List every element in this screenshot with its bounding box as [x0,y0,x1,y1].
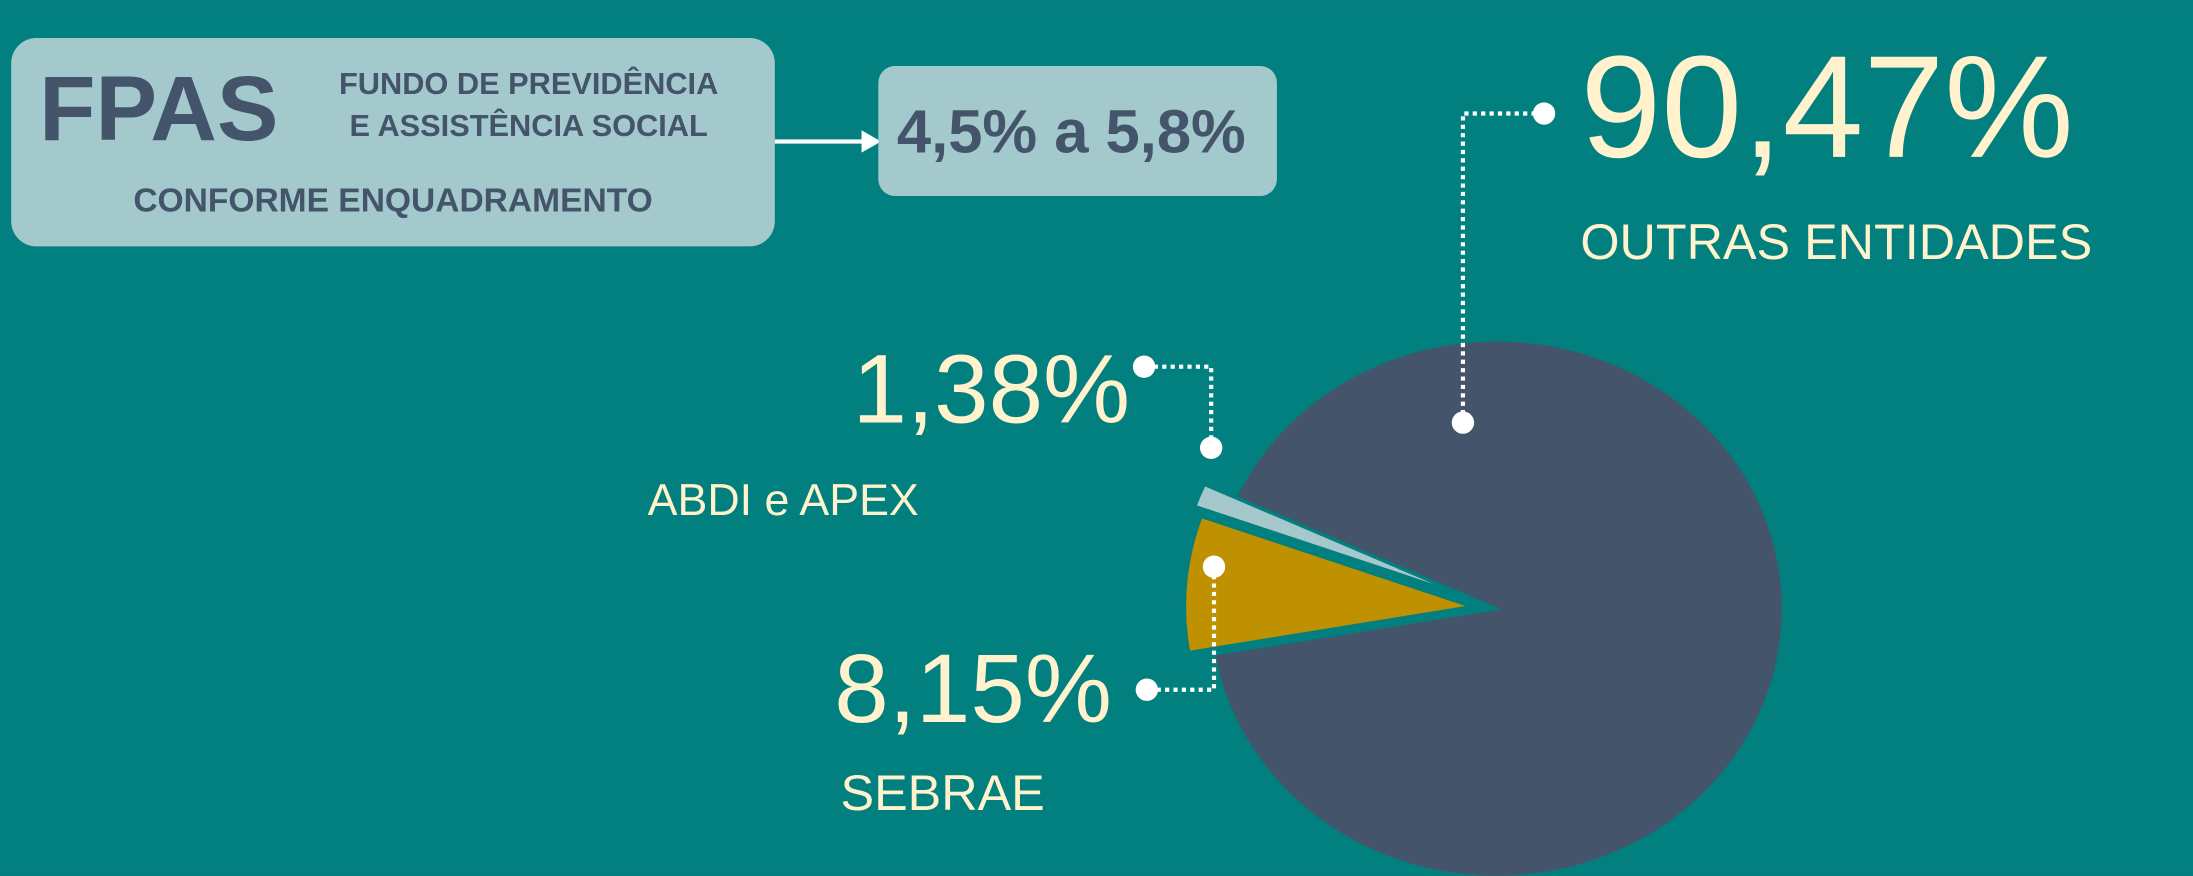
callout-line [1146,566,1217,692]
pie-slice [1183,514,1472,654]
callout-dot [1202,555,1226,578]
value-label: 1,38% [852,334,1130,444]
name-line: FUNDO DE PREVIDÊNCIA [339,65,718,101]
pie-slice [1212,338,1785,876]
value-label: 8,15% [834,633,1112,743]
callout-line [1144,364,1214,448]
callout-dot [1199,436,1223,459]
callout-dot [1451,411,1475,434]
rate: 4,5% a 5,8% [897,98,1246,167]
callout-dot [1532,102,1556,125]
category-label: ABDI e APEX [648,475,919,525]
value-label: 90,47% [1580,25,2073,188]
callout-dot [1132,355,1156,378]
subtitle: CONFORME ENQUADRAMENTO [133,182,652,219]
pie-slice [1193,482,1466,598]
arrow-head [861,130,882,153]
acronym: FPAS [39,56,278,160]
fpas-box [11,38,775,247]
callout-dot [1135,678,1159,701]
callout-line [1460,111,1545,423]
name-line: E ASSISTÊNCIA SOCIAL [350,107,708,143]
rate-box [878,65,1277,197]
category-label: SEBRAE [841,764,1045,821]
category-label: OUTRAS ENTIDADES [1580,213,2092,270]
